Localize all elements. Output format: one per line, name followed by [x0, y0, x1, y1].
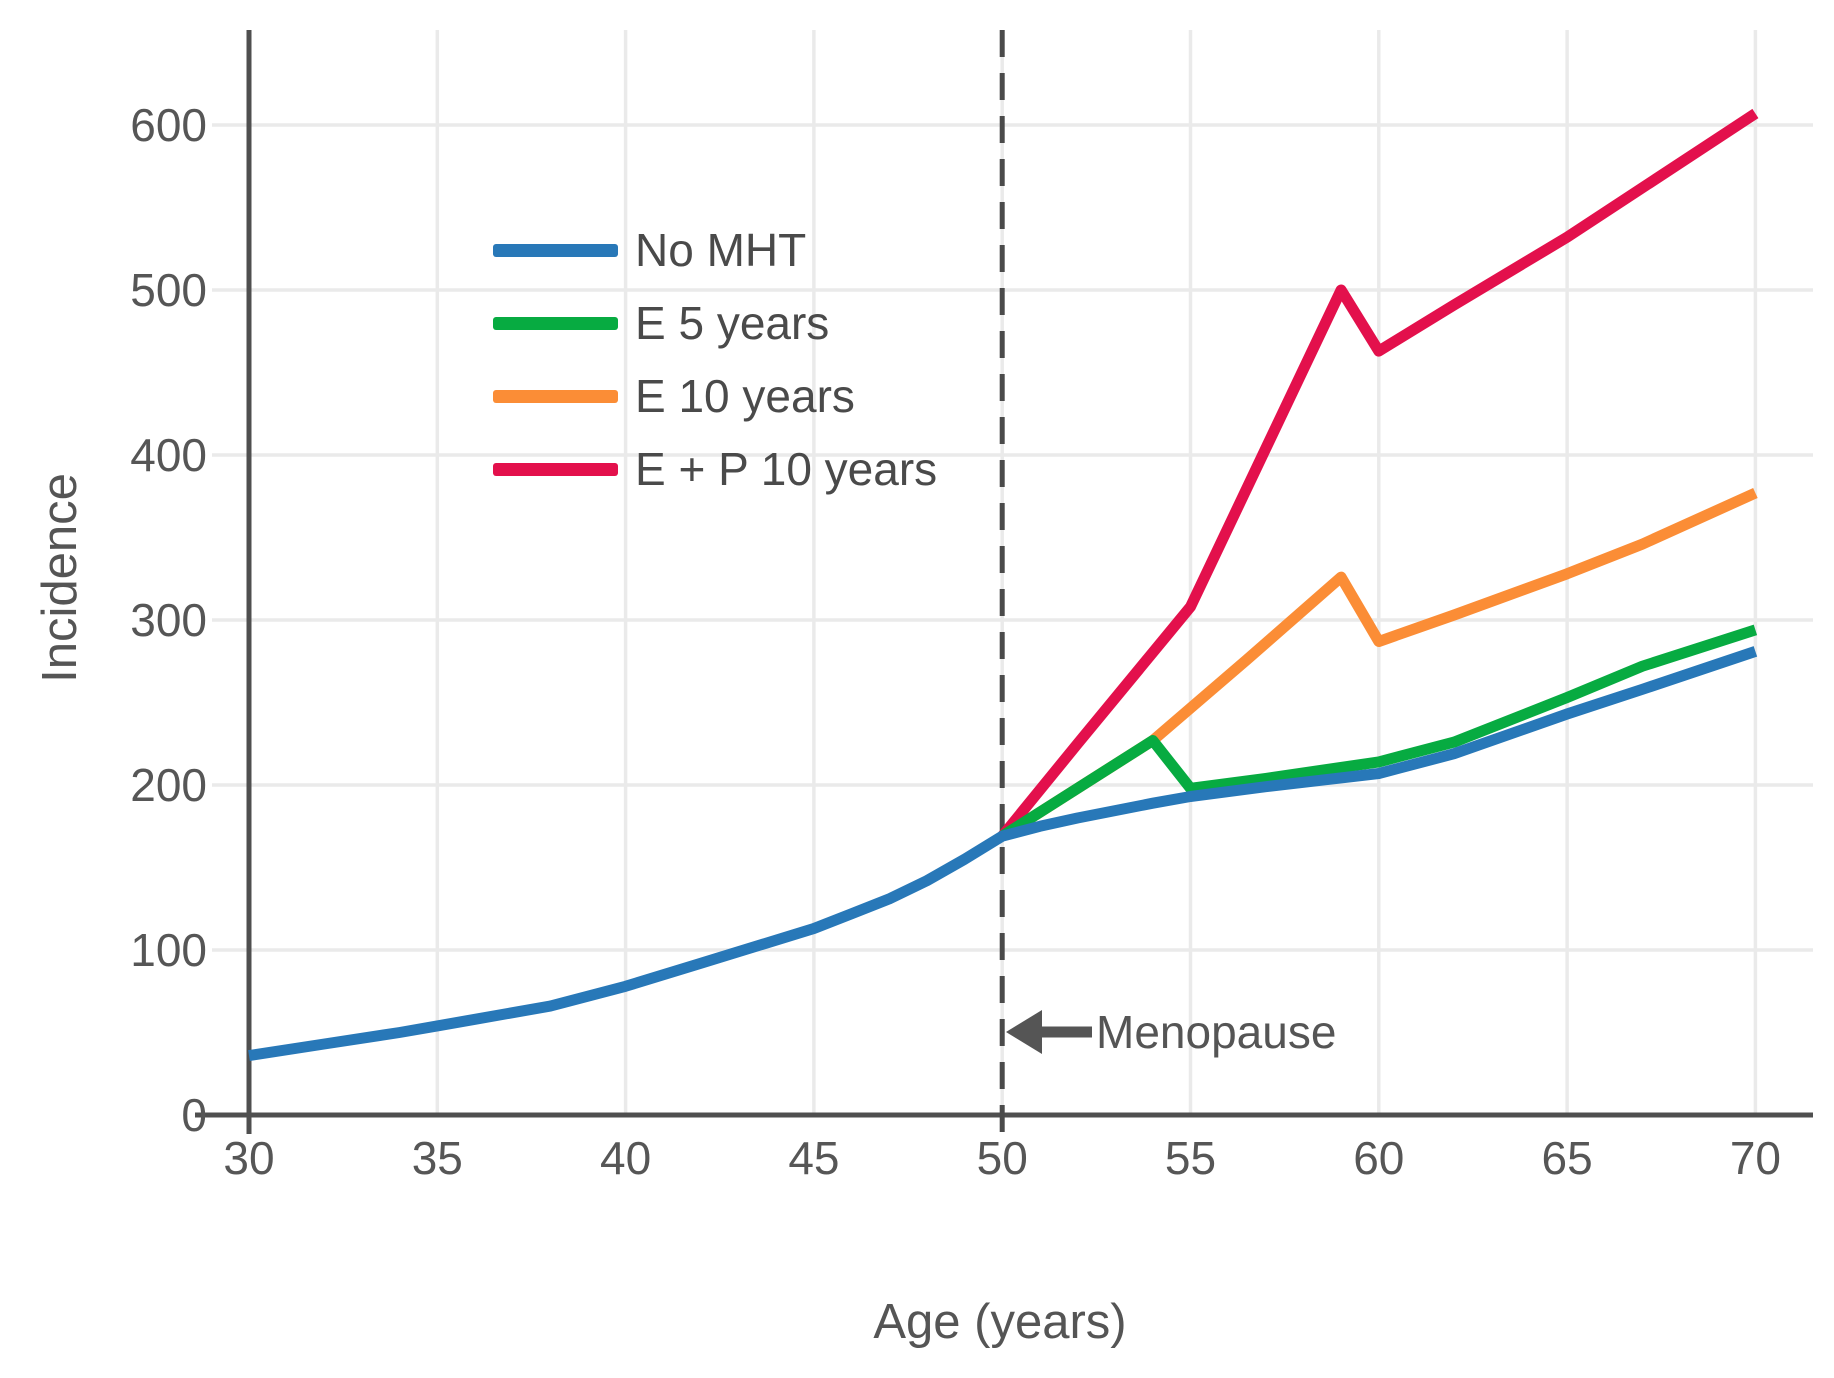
legend-swatch-e-p-10-years [493, 462, 618, 476]
x-tick-label-45: 45 [788, 1132, 839, 1184]
x-tick-label-40: 40 [600, 1132, 651, 1184]
legend-item-no-mht: No MHT [493, 225, 937, 275]
y-tick-label-400: 400 [130, 429, 207, 481]
x-tick-label-30: 30 [223, 1132, 274, 1184]
menopause-annotation: Menopause [1004, 1008, 1336, 1056]
menopause-label: Menopause [1096, 1006, 1337, 1058]
legend-label: E 5 years [635, 297, 830, 349]
y-tick-label-100: 100 [130, 924, 207, 976]
legend-label: E + P 10 years [635, 443, 938, 495]
y-tick-label-200: 200 [130, 759, 207, 811]
legend-item-e-5-years: E 5 years [493, 298, 937, 348]
series-line-e-10-years [999, 487, 1758, 841]
legend-swatch-e-10-years [493, 389, 618, 403]
series-line-no-mht [248, 646, 1758, 1062]
legend-item-e-10-years: E 10 years [493, 371, 937, 421]
series-line-e-p-10-years [997, 108, 1759, 840]
left-arrow-icon [1004, 1008, 1092, 1056]
legend-swatch-e-5-years [493, 316, 618, 330]
x-tick-label-60: 60 [1353, 1132, 1404, 1184]
y-tick-label-0: 0 [181, 1089, 207, 1141]
chart-legend: No MHT E 5 years E 10 years E + P 10 yea… [493, 225, 937, 517]
y-tick-label-500: 500 [130, 264, 207, 316]
x-tick-label-50: 50 [977, 1132, 1028, 1184]
x-tick-label-55: 55 [1165, 1132, 1216, 1184]
legend-label: No MHT [635, 224, 807, 276]
y-tick-label-300: 300 [130, 594, 207, 646]
legend-label: E 10 years [635, 370, 855, 422]
legend-swatch-no-mht [493, 243, 618, 257]
x-tick-label-35: 35 [412, 1132, 463, 1184]
series-line-e-5-years [999, 624, 1758, 841]
y-axis-title: Incidence [33, 473, 87, 683]
x-tick-label-70: 70 [1730, 1132, 1781, 1184]
legend-item-e-p-10-years: E + P 10 years [493, 444, 937, 494]
x-axis-title: Age (years) [873, 1295, 1127, 1349]
x-tick-label-65: 65 [1542, 1132, 1593, 1184]
y-tick-label-600: 600 [130, 99, 207, 151]
